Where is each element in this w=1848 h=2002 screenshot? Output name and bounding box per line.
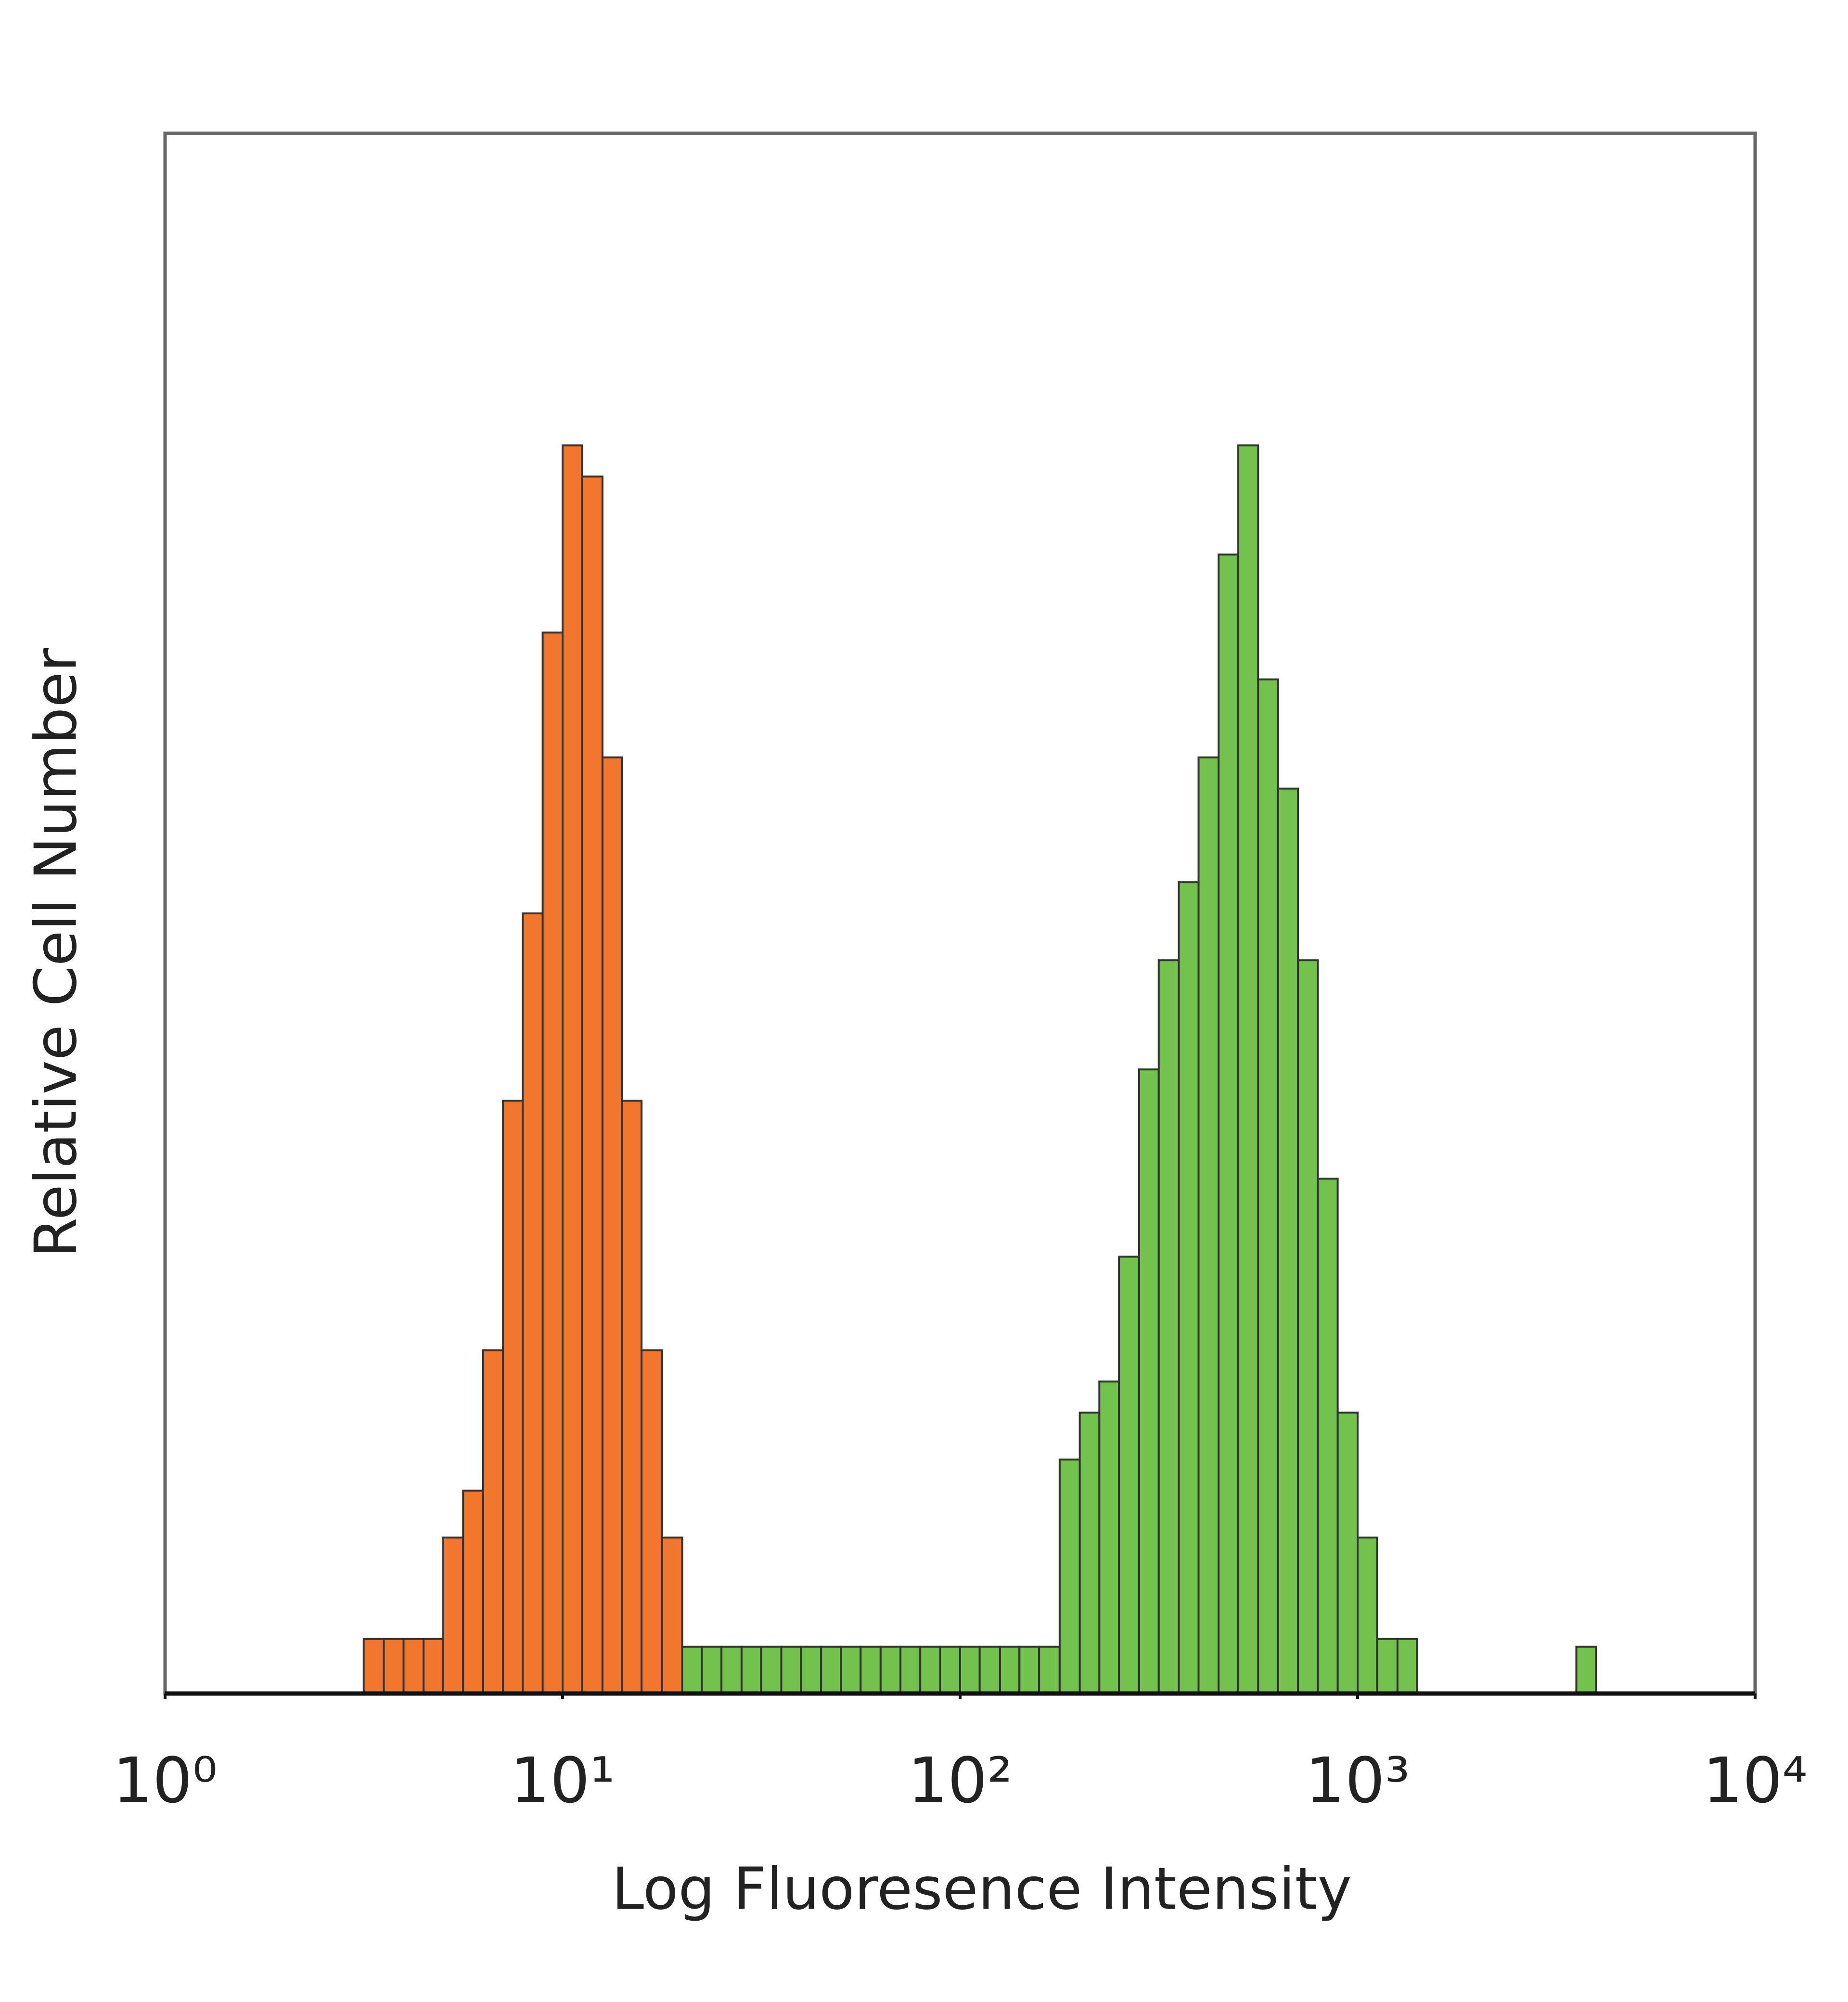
x-tick-label: 10² (908, 1744, 1013, 1817)
histogram-bar (919, 1645, 941, 1694)
x-tick-label: 10⁰ (113, 1744, 218, 1817)
histogram-bar (522, 912, 544, 1694)
histogram-bar (701, 1645, 723, 1694)
histogram-bar (601, 756, 623, 1694)
histogram-bar (820, 1645, 842, 1694)
histogram-bar (1118, 1256, 1140, 1694)
y-axis-label: Relative Cell Number (23, 648, 90, 1258)
histogram-bar (1218, 553, 1240, 1694)
x-tick-label: 10³ (1305, 1744, 1410, 1817)
histogram-bar (383, 1638, 405, 1695)
histogram-bar (978, 1645, 1001, 1694)
histogram-bar (1197, 756, 1220, 1694)
histogram-bar (720, 1645, 743, 1694)
histogram-bar (1336, 1412, 1359, 1694)
histogram-bar (1157, 959, 1180, 1694)
histogram-bar (899, 1645, 922, 1694)
histogram-bar (1376, 1638, 1399, 1695)
histogram-bar (860, 1645, 882, 1694)
histogram-bar (442, 1536, 464, 1695)
histogram-bar (1078, 1412, 1101, 1694)
histogram-bar (1277, 787, 1299, 1694)
histogram-bar (1178, 881, 1200, 1694)
histogram-bar (1257, 678, 1279, 1694)
plot-frame (163, 131, 1757, 1695)
histogram-bar (621, 1100, 643, 1694)
histogram-bar (879, 1645, 902, 1694)
x-axis-label: Log Fluoresence Intensity (612, 1856, 1352, 1923)
histogram-bar (562, 444, 583, 1695)
histogram-bar (423, 1638, 445, 1695)
histogram-bar (482, 1349, 504, 1694)
histogram-bar (1098, 1380, 1120, 1695)
histogram-bar (402, 1638, 425, 1695)
histogram-bar (1058, 1458, 1081, 1694)
histogram-bar (362, 1638, 385, 1695)
histogram-bar (581, 475, 603, 1694)
histogram-bar (541, 631, 564, 1694)
histogram-bar (681, 1645, 703, 1694)
histogram-bar (959, 1645, 981, 1694)
histogram-bar (1237, 444, 1259, 1695)
histogram-bar (462, 1489, 484, 1695)
histogram-bar (1138, 1068, 1160, 1694)
x-tick-label: 10¹ (510, 1744, 615, 1817)
x-tick-label: 10⁴ (1703, 1744, 1808, 1817)
histogram-bar (502, 1100, 524, 1694)
histogram-bar (1575, 1645, 1597, 1694)
histogram-bar (760, 1645, 783, 1694)
histogram-bar (780, 1645, 802, 1694)
histogram-bar (1396, 1638, 1418, 1695)
histogram-bar (1297, 959, 1319, 1694)
histogram-bar (661, 1536, 683, 1695)
histogram-bar (840, 1645, 862, 1694)
histogram-bar (1317, 1178, 1339, 1694)
histogram-bar (641, 1349, 663, 1694)
histogram-bar (1357, 1536, 1378, 1695)
histogram-bar (1018, 1645, 1040, 1694)
histogram-bar (1038, 1645, 1061, 1694)
histogram-bar (800, 1645, 822, 1694)
histogram-bar (939, 1645, 962, 1694)
histogram-bar (740, 1645, 762, 1694)
histogram-bar (999, 1645, 1021, 1694)
